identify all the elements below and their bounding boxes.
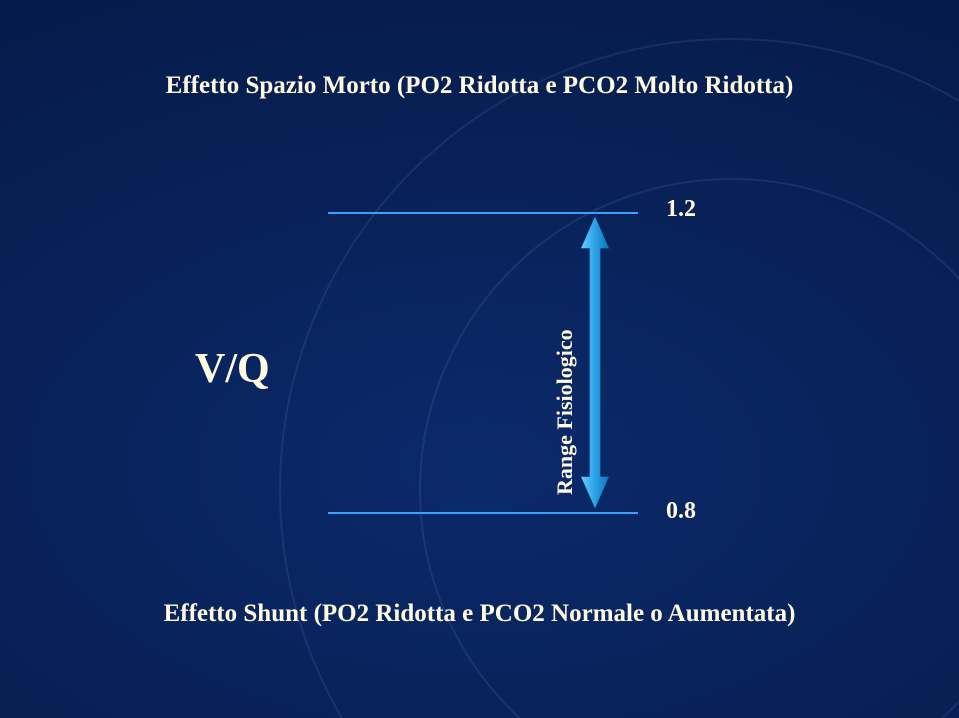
tick-top: 1.2 [666,196,696,223]
double-arrow [580,215,610,510]
vq-label: V/Q [195,345,270,393]
hline-top [328,212,638,214]
tick-bottom: 0.8 [666,498,696,525]
title-bottom: Effetto Shunt (PO2 Ridotta e PCO2 Normal… [0,600,959,628]
title-top: Effetto Spazio Morto (PO2 Ridotta e PCO2… [0,72,959,100]
hline-bottom [328,512,638,514]
axis-label-range-fisiologico: Range Fisiologico [552,329,578,495]
